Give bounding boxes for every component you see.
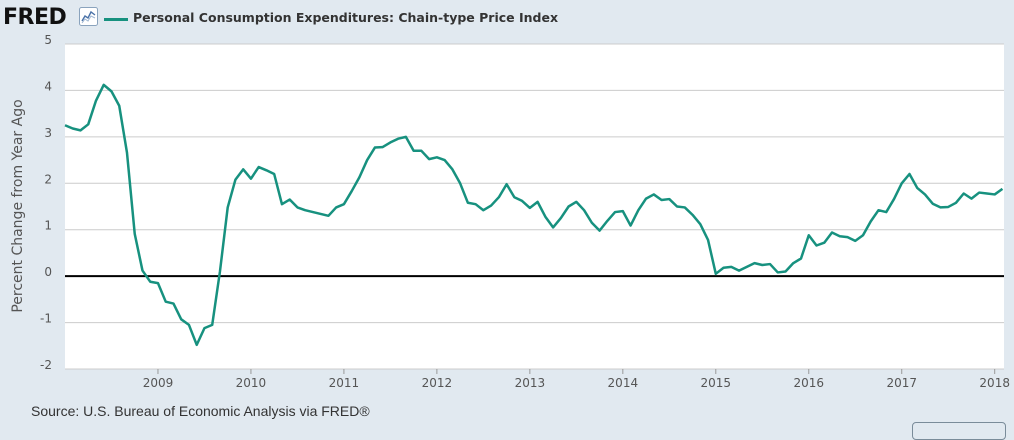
legend-swatch — [104, 18, 128, 21]
gridlines — [65, 43, 1004, 370]
y-axis-label: Percent Change from Year Ago — [10, 99, 26, 312]
fred-logo[interactable]: FRED — [3, 5, 67, 30]
y-tick-label: 0 — [44, 265, 52, 279]
x-tick-label: 2014 — [608, 376, 639, 390]
x-tick-label: 2010 — [236, 376, 267, 390]
y-tick-label: -1 — [40, 312, 52, 326]
x-tick-label: 2013 — [515, 376, 546, 390]
y-tick-label: 1 — [44, 219, 52, 233]
legend-label: Personal Consumption Expenditures: Chain… — [133, 10, 559, 25]
line-chart-icon — [79, 7, 98, 26]
chart-header: FRED Personal Consumption Expenditures: … — [0, 0, 1014, 36]
x-tick-label: 2016 — [793, 376, 824, 390]
x-tick-label: 2015 — [701, 376, 732, 390]
series-line[interactable] — [64, 83, 1004, 347]
y-tick-label: 3 — [44, 126, 52, 140]
line-chart: Percent Change from Year Ago -2-1012345 … — [10, 33, 1010, 390]
y-tick-label: 2 — [44, 172, 52, 186]
y-tick-label: 4 — [44, 79, 52, 93]
chart-options-button[interactable] — [912, 422, 1006, 440]
source-note: Source: U.S. Bureau of Economic Analysis… — [31, 403, 370, 419]
x-tick-label: 2018 — [979, 376, 1010, 390]
x-tick-label: 2017 — [886, 376, 917, 390]
y-tick-label: 5 — [44, 33, 52, 47]
x-axis-ticks: 2009 2010 2011 2012 2013 2014 2015 2016 2017 2018 — [143, 369, 1010, 390]
y-axis-ticks: -2 -1 0 1 2 3 4 5 — [40, 33, 52, 372]
plot-area — [65, 44, 1004, 369]
x-tick-label: 2012 — [422, 376, 453, 390]
x-tick-label: 2009 — [143, 376, 174, 390]
y-tick-label: -2 — [40, 358, 52, 372]
x-tick-label: 2011 — [329, 376, 360, 390]
